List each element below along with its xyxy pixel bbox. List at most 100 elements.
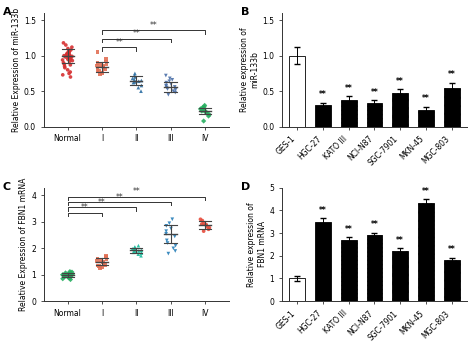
Bar [444,88,460,127]
Bar [392,92,408,127]
Point [170,88,177,94]
Point [163,83,170,88]
Text: B: B [241,7,249,17]
Point [66,275,74,280]
Point [165,79,173,84]
Point [93,49,101,55]
Text: **: ** [371,88,378,97]
Point [100,261,108,267]
Point [99,64,107,69]
Point [202,222,210,228]
Point [62,270,69,276]
Y-axis label: Relative expression of
FBN1 mRNA: Relative expression of FBN1 mRNA [247,202,266,287]
Point [201,103,209,108]
Point [200,107,208,113]
Point [103,257,110,262]
Point [203,110,211,116]
Point [130,247,138,252]
Point [199,218,206,223]
Text: **: ** [371,220,378,229]
Point [65,49,73,55]
Point [59,57,66,63]
Point [206,112,213,117]
Point [162,231,170,237]
Point [129,80,137,86]
Text: **: ** [345,225,353,234]
Point [65,271,73,277]
Point [203,224,211,229]
Point [163,85,171,90]
Point [171,84,179,90]
Point [67,272,75,277]
Point [201,104,208,110]
Point [100,64,107,70]
Point [64,51,71,57]
Point [102,57,109,62]
Point [172,87,179,92]
Point [135,248,143,254]
Point [68,269,76,275]
Point [61,64,68,69]
Point [135,85,142,90]
Point [101,66,109,72]
Point [61,61,68,67]
Point [96,265,104,271]
Bar [341,240,357,301]
Point [94,255,101,261]
Point [197,106,204,112]
Y-axis label: Relative Expression of FBN1 mRNA: Relative Expression of FBN1 mRNA [19,178,28,311]
Point [69,58,76,64]
Point [66,270,74,276]
Point [164,240,171,246]
Point [99,259,107,265]
Point [67,47,74,53]
Y-axis label: Relative expression of
miR-133b: Relative expression of miR-133b [240,28,259,112]
Point [66,55,74,61]
Point [94,60,101,66]
Y-axis label: Relative Expression of miR-133b: Relative Expression of miR-133b [12,8,21,132]
Point [137,88,145,94]
Bar [392,251,408,301]
Point [131,245,138,251]
Point [60,53,68,58]
Point [66,272,73,278]
Point [171,233,179,239]
Point [164,92,172,97]
Point [198,221,206,227]
Point [97,62,104,68]
Point [131,74,139,80]
Point [135,79,143,84]
Point [64,50,72,55]
Point [62,42,70,48]
Point [100,65,108,70]
Point [137,250,145,256]
Bar [315,105,331,127]
Point [65,48,73,53]
Point [59,276,66,282]
Point [129,250,137,255]
Text: C: C [3,182,11,192]
Point [64,53,72,58]
Point [64,272,72,277]
Point [163,228,170,234]
Point [202,222,210,227]
Point [163,238,171,243]
Point [131,70,139,76]
Point [60,40,67,46]
Text: **: ** [345,84,353,93]
Point [202,109,210,114]
Point [172,243,179,248]
Text: **: ** [98,198,106,207]
Point [205,227,212,232]
Point [66,52,73,58]
Point [69,272,76,277]
Point [62,54,69,60]
Point [99,265,106,270]
Point [59,272,66,277]
Text: A: A [3,7,11,17]
Point [94,67,101,73]
Point [93,258,101,264]
Point [93,63,101,68]
Point [97,258,104,263]
Point [66,59,73,64]
